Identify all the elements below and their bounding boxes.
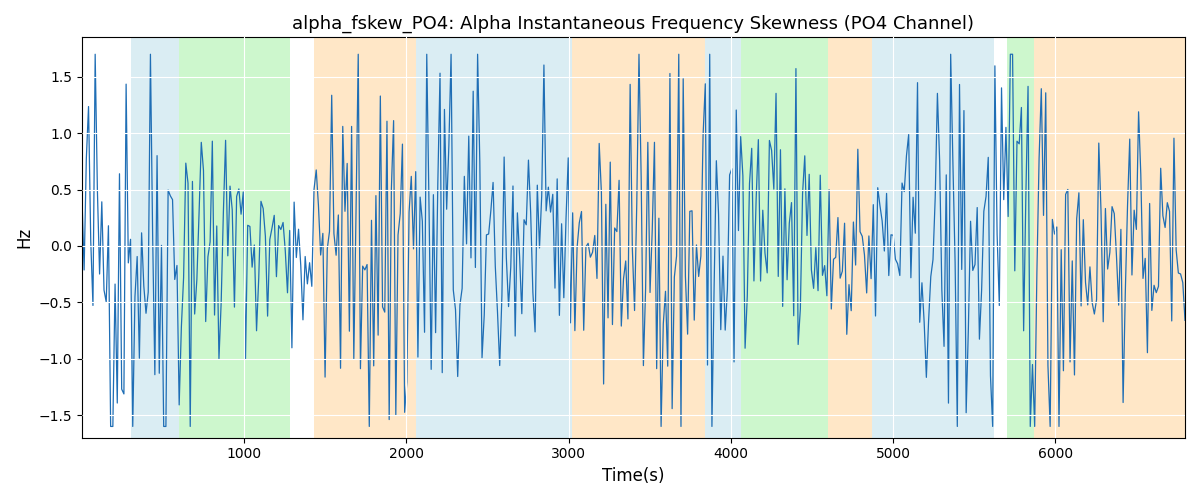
Bar (572, 38, 704, 438)
Bar (416, 38, 572, 438)
Title: alpha_fskew_PO4: Alpha Instantaneous Frequency Skewness (PO4 Channel): alpha_fskew_PO4: Alpha Instantaneous Fre… (293, 15, 974, 34)
Bar (704, 38, 740, 438)
Bar (1034, 38, 1184, 438)
Bar (740, 38, 828, 438)
Bar (828, 38, 872, 438)
Bar (1007, 38, 1034, 438)
Bar (131, 38, 179, 438)
Bar (872, 38, 994, 438)
Bar (314, 38, 416, 438)
Y-axis label: Hz: Hz (14, 227, 32, 248)
X-axis label: Time(s): Time(s) (602, 467, 665, 485)
Bar (179, 38, 289, 438)
